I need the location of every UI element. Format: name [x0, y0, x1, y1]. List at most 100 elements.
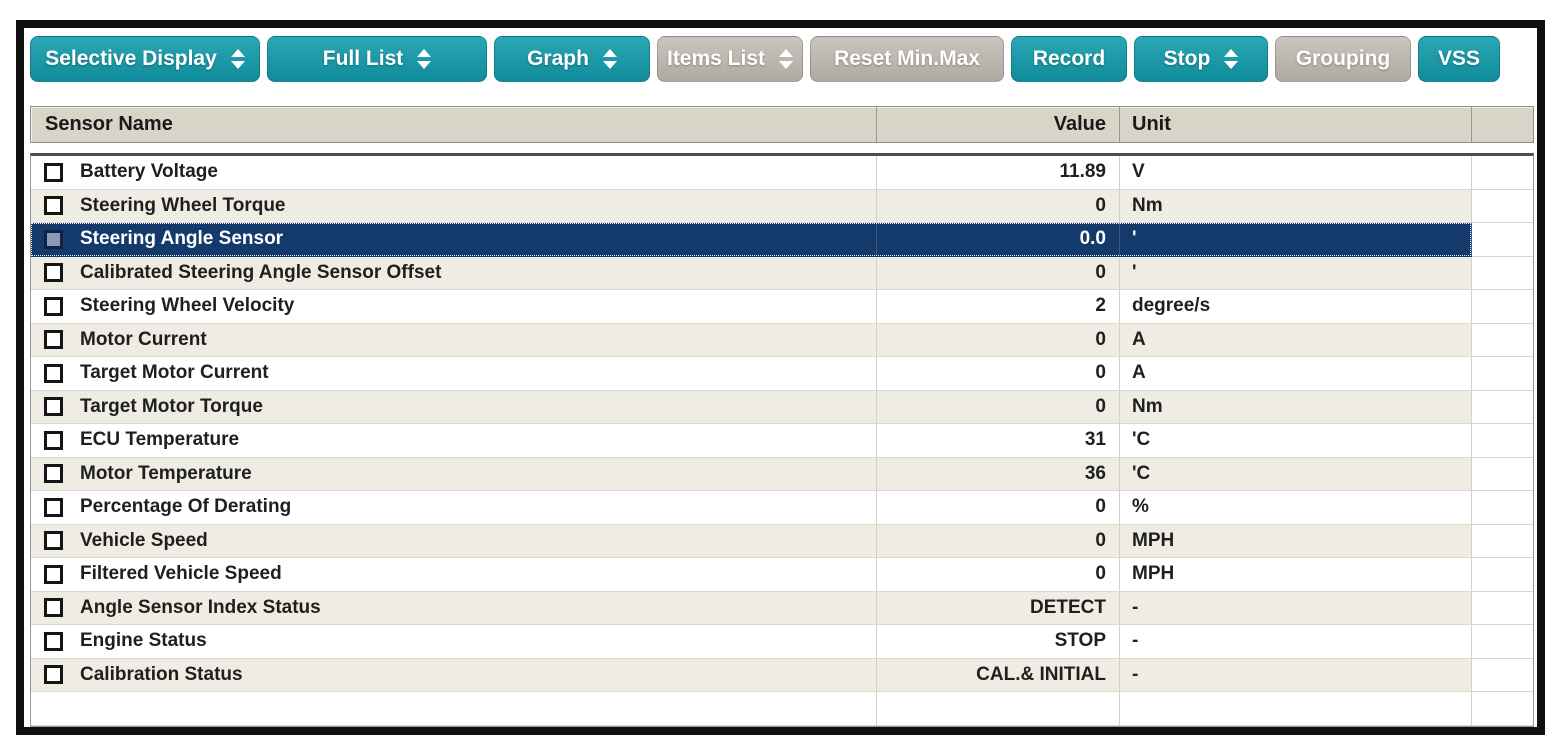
- table-row[interactable]: Engine Status STOP -: [31, 625, 1533, 659]
- sensor-name: Motor Current: [80, 328, 207, 350]
- sensor-name: Steering Wheel Torque: [80, 194, 286, 216]
- sensor-value: 11.89: [877, 156, 1120, 190]
- record-label: Record: [1032, 47, 1106, 70]
- sensor-value: 0: [877, 524, 1120, 558]
- sensor-table: Sensor Name Value Unit Battery Voltage 1…: [30, 106, 1534, 727]
- row-end-spacer: [1472, 491, 1533, 525]
- graph-button[interactable]: Graph: [494, 36, 650, 82]
- row-end-spacer: [1472, 692, 1533, 726]
- sensor-name: Battery Voltage: [80, 161, 218, 183]
- sensor-name: Steering Wheel Velocity: [80, 295, 295, 317]
- record-button[interactable]: Record: [1011, 36, 1127, 82]
- sensor-name: Angle Sensor Index Status: [80, 596, 321, 618]
- row-end-spacer: [1472, 223, 1533, 257]
- table-row[interactable]: Vehicle Speed 0 MPH: [31, 524, 1533, 558]
- graph-label: Graph: [527, 47, 589, 70]
- table-row[interactable]: Steering Wheel Torque 0 Nm: [31, 189, 1533, 223]
- row-checkbox[interactable]: [44, 397, 63, 417]
- column-header-spacer: [1472, 107, 1533, 142]
- up-down-arrows-icon: [1224, 49, 1239, 69]
- row-checkbox[interactable]: [44, 330, 63, 350]
- sensor-unit: Nm: [1120, 189, 1472, 223]
- up-down-arrows-icon: [417, 49, 432, 69]
- sensor-table-header: Sensor Name Value Unit: [30, 106, 1534, 143]
- app-window: Selective Display Full List Graph Items …: [16, 20, 1545, 735]
- grouping-label: Grouping: [1295, 47, 1391, 70]
- row-end-spacer: [1472, 390, 1533, 424]
- table-row[interactable]: Angle Sensor Index Status DETECT -: [31, 591, 1533, 625]
- row-checkbox[interactable]: [44, 497, 63, 517]
- table-row[interactable]: Steering Angle Sensor 0.0 ': [31, 223, 1533, 257]
- sensor-unit: degree/s: [1120, 290, 1472, 324]
- row-checkbox[interactable]: [44, 229, 63, 249]
- row-checkbox[interactable]: [44, 631, 63, 651]
- row-end-spacer: [1472, 323, 1533, 357]
- sensor-unit: MPH: [1120, 524, 1472, 558]
- sensor-unit: -: [1120, 625, 1472, 659]
- sensor-unit: -: [1120, 591, 1472, 625]
- row-checkbox[interactable]: [44, 196, 63, 216]
- vss-button[interactable]: VSS: [1418, 36, 1500, 82]
- sensor-value: 0.0: [877, 223, 1120, 257]
- sensor-value: 0: [877, 189, 1120, 223]
- row-checkbox[interactable]: [44, 564, 63, 584]
- sensor-value: 0: [877, 491, 1120, 525]
- items-list-label: Items List: [666, 47, 766, 70]
- row-end-spacer: [1472, 558, 1533, 592]
- full-list-label: Full List: [322, 47, 404, 70]
- table-row[interactable]: Target Motor Torque 0 Nm: [31, 390, 1533, 424]
- sensor-unit: V: [1120, 156, 1472, 190]
- table-row[interactable]: [31, 692, 1533, 726]
- sensor-unit: -: [1120, 658, 1472, 692]
- row-end-spacer: [1472, 625, 1533, 659]
- grouping-button[interactable]: Grouping: [1275, 36, 1411, 82]
- sensor-unit: 'C: [1120, 457, 1472, 491]
- sensor-value: 2: [877, 290, 1120, 324]
- stop-label: Stop: [1163, 47, 1211, 70]
- row-checkbox[interactable]: [44, 263, 63, 283]
- table-row[interactable]: Calibration Status CAL.& INITIAL -: [31, 658, 1533, 692]
- column-header-unit: Unit: [1120, 107, 1472, 142]
- sensor-table-body: Battery Voltage 11.89 V Steering Wheel T…: [30, 153, 1534, 727]
- sensor-value: STOP: [877, 625, 1120, 659]
- reset-min-max-button[interactable]: Reset Min.Max: [810, 36, 1004, 82]
- row-checkbox[interactable]: [44, 665, 63, 685]
- table-row[interactable]: ECU Temperature 31 'C: [31, 424, 1533, 458]
- row-checkbox[interactable]: [44, 296, 63, 316]
- sensor-unit: ': [1120, 256, 1472, 290]
- sensor-unit: [1120, 692, 1472, 726]
- table-row[interactable]: Target Motor Current 0 A: [31, 357, 1533, 391]
- column-header-sensor-name: Sensor Name: [31, 107, 877, 142]
- table-row[interactable]: Percentage Of Derating 0 %: [31, 491, 1533, 525]
- row-checkbox[interactable]: [44, 531, 63, 551]
- sensor-value: DETECT: [877, 591, 1120, 625]
- sensor-unit: A: [1120, 357, 1472, 391]
- sensor-name: Motor Temperature: [80, 462, 252, 484]
- up-down-arrows-icon: [602, 49, 617, 69]
- selective-display-button[interactable]: Selective Display: [30, 36, 260, 82]
- sensor-name: Calibrated Steering Angle Sensor Offset: [80, 261, 442, 283]
- row-checkbox[interactable]: [44, 162, 63, 182]
- row-checkbox[interactable]: [44, 363, 63, 383]
- table-row[interactable]: Battery Voltage 11.89 V: [31, 156, 1533, 190]
- table-row[interactable]: Motor Temperature 36 'C: [31, 457, 1533, 491]
- row-checkbox[interactable]: [44, 598, 63, 618]
- up-down-arrows-icon: [230, 49, 245, 69]
- sensor-unit: ': [1120, 223, 1472, 257]
- stop-button[interactable]: Stop: [1134, 36, 1268, 82]
- table-row[interactable]: Calibrated Steering Angle Sensor Offset …: [31, 256, 1533, 290]
- row-checkbox[interactable]: [44, 464, 63, 484]
- vss-label: VSS: [1437, 47, 1481, 70]
- row-checkbox[interactable]: [44, 430, 63, 450]
- table-row[interactable]: Motor Current 0 A: [31, 323, 1533, 357]
- full-list-button[interactable]: Full List: [267, 36, 487, 82]
- reset-min-max-label: Reset Min.Max: [834, 47, 980, 70]
- table-row[interactable]: Steering Wheel Velocity 2 degree/s: [31, 290, 1533, 324]
- table-row[interactable]: Filtered Vehicle Speed 0 MPH: [31, 558, 1533, 592]
- column-header-value: Value: [877, 107, 1120, 142]
- sensor-value: 36: [877, 457, 1120, 491]
- items-list-button[interactable]: Items List: [657, 36, 803, 82]
- row-end-spacer: [1472, 524, 1533, 558]
- up-down-arrows-icon: [779, 49, 794, 69]
- sensor-value: 31: [877, 424, 1120, 458]
